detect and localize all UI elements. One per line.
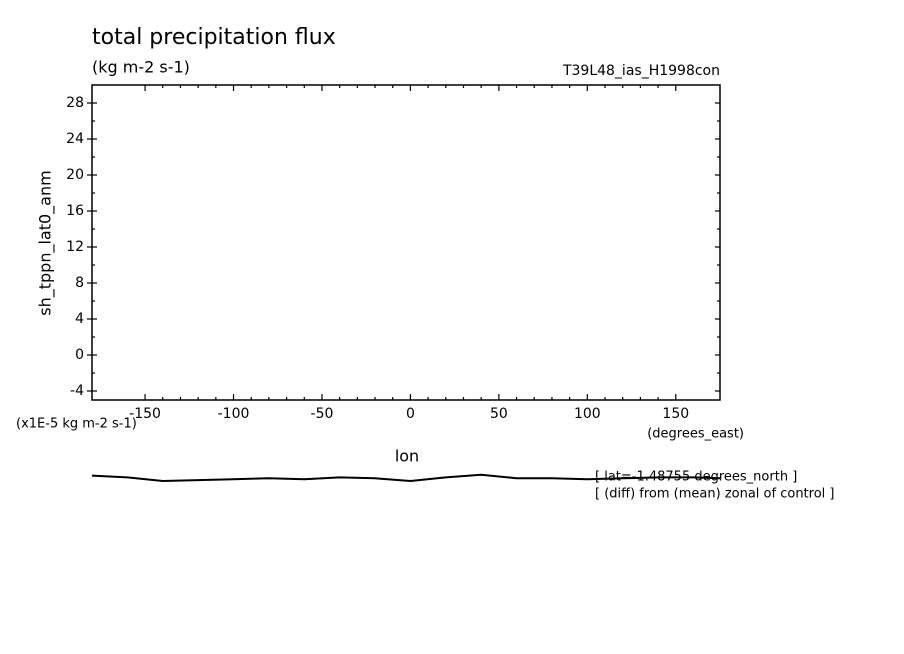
y-tick-label: 0 xyxy=(75,347,84,363)
y-axis-label: sh_tppn_lat0_anm xyxy=(36,170,56,315)
x-tick-label: 100 xyxy=(574,406,601,422)
y-tick-label: -4 xyxy=(70,383,84,399)
y-tick-label: 8 xyxy=(75,275,84,291)
y-tick-label: 20 xyxy=(66,167,84,183)
annotation: [ (diff) from (mean) zonal of control ] xyxy=(595,487,834,502)
data-line xyxy=(91,473,721,483)
y-tick-label: 4 xyxy=(75,311,84,327)
y-tick-label: 28 xyxy=(66,95,84,111)
chart-title: total precipitation flux xyxy=(92,25,336,50)
x-tick-label: -150 xyxy=(129,406,161,422)
chart-subtitle: (kg m-2 s-1) xyxy=(92,58,190,77)
x-tick-label: -100 xyxy=(218,406,250,422)
plot-frame xyxy=(91,84,721,401)
y-tick-label: 24 xyxy=(66,131,84,147)
y-tick-label: 12 xyxy=(66,239,84,255)
x-axis-label: lon xyxy=(395,447,419,466)
x-units: (degrees_east) xyxy=(647,427,744,442)
x-tick-label: -50 xyxy=(311,406,334,422)
run-label: T39L48_ias_H1998con xyxy=(562,63,720,79)
x-tick-label: 50 xyxy=(490,406,508,422)
x-tick-label: 0 xyxy=(406,406,415,422)
x-tick-label: 150 xyxy=(662,406,689,422)
y-tick-label: 16 xyxy=(66,203,84,219)
y-units: (x1E-5 kg m-2 s-1) xyxy=(16,417,137,432)
